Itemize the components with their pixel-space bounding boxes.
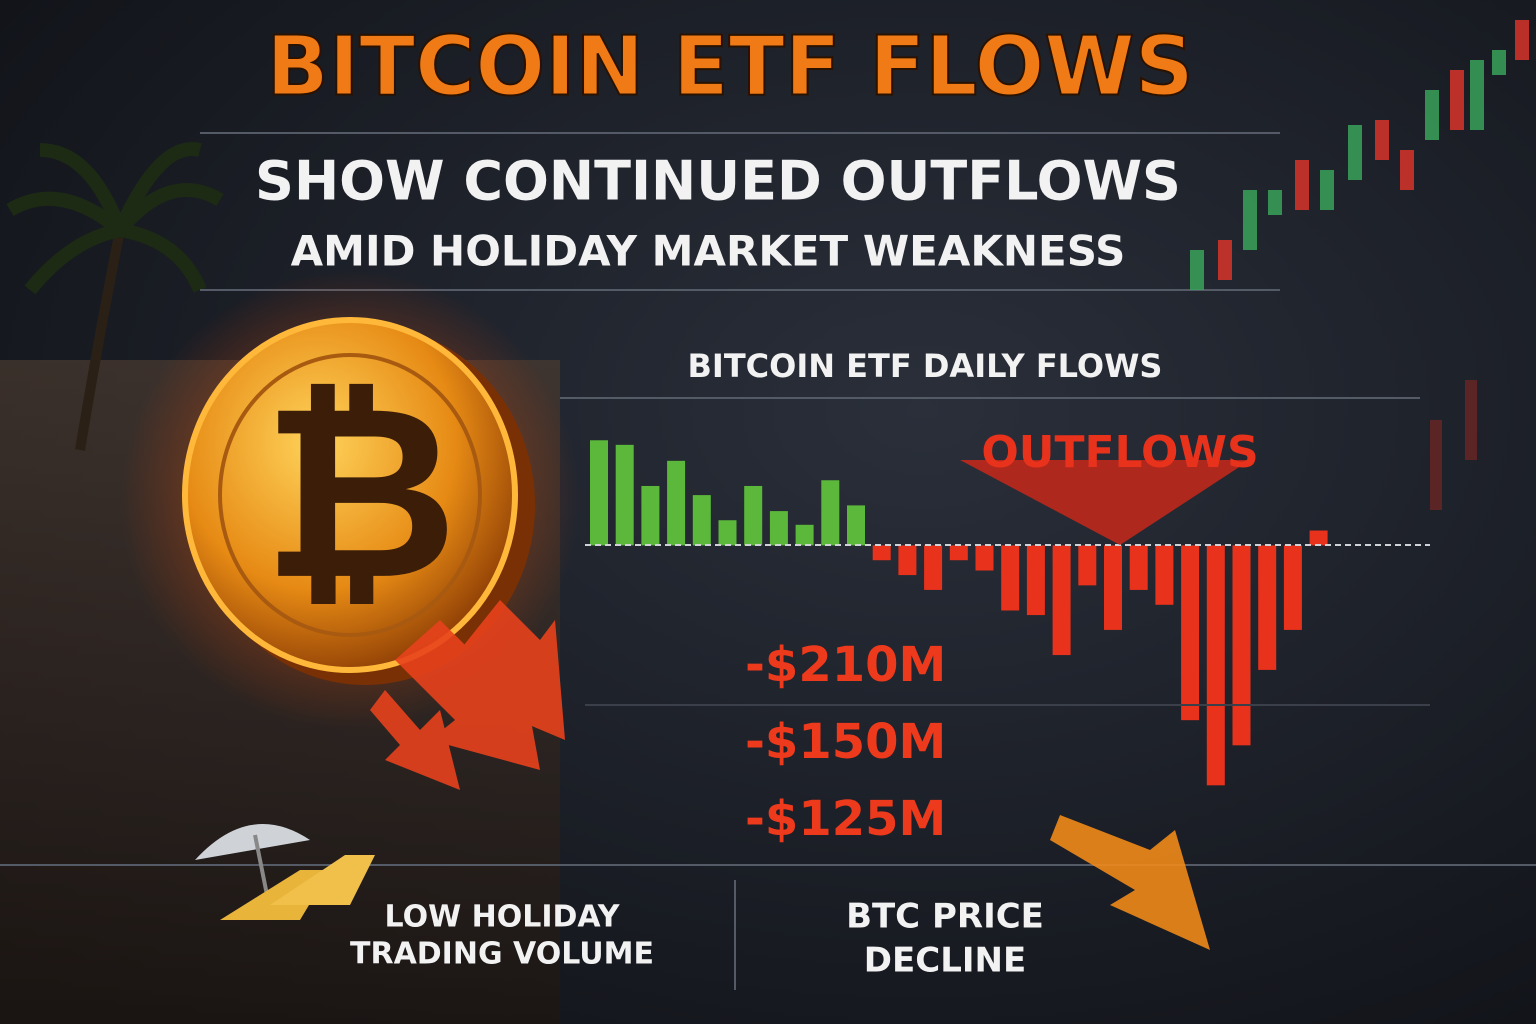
- bar: [1283, 545, 1302, 630]
- coin-ring: [218, 353, 482, 637]
- amount-label: -$150M: [745, 714, 946, 770]
- bar: [1155, 545, 1174, 605]
- amount-label: -$210M: [745, 637, 946, 693]
- bar: [1026, 545, 1045, 616]
- footer-label: TRADING VOLUME: [350, 937, 654, 972]
- bar: [1078, 545, 1097, 586]
- candlesticks: [1190, 20, 1529, 510]
- chart-title: BITCOIN ETF DAILY FLOWS: [688, 347, 1163, 385]
- bar: [1104, 545, 1122, 630]
- tagline: AMID HOLIDAY MARKET WEAKNESS: [291, 227, 1126, 276]
- bar: [1309, 530, 1328, 546]
- bar: [1181, 545, 1200, 721]
- bar: [1258, 545, 1277, 670]
- bar: [924, 545, 943, 590]
- bar: [1232, 545, 1251, 746]
- bar: [692, 495, 711, 546]
- bar: [590, 440, 608, 546]
- bar: [949, 545, 968, 561]
- bar: [795, 524, 814, 546]
- outflows-arrow: [960, 460, 1250, 545]
- subtitle: SHOW CONTINUED OUTFLOWS: [255, 150, 1181, 213]
- bar: [821, 480, 840, 546]
- bar: [847, 505, 865, 546]
- headline: BITCOIN ETF FLOWS: [266, 19, 1194, 114]
- bar: [667, 460, 686, 546]
- bar: [1052, 545, 1071, 656]
- amount-label: -$125M: [745, 791, 946, 847]
- bar: [744, 485, 763, 546]
- outflows-label: OUTFLOWS: [981, 427, 1258, 478]
- coin: [182, 317, 518, 673]
- bar: [769, 511, 788, 546]
- bar: [975, 545, 994, 571]
- bar: [718, 520, 737, 546]
- bar: [898, 545, 917, 576]
- palm-tree: [6, 142, 224, 451]
- footer-label: BTC PRICE: [846, 897, 1044, 937]
- bar: [615, 444, 634, 546]
- beach-chairs: [195, 824, 375, 920]
- bar: [872, 545, 891, 561]
- bar: [641, 485, 660, 546]
- bar: [1206, 545, 1225, 786]
- bar: [1001, 545, 1020, 611]
- footer-label: DECLINE: [864, 941, 1026, 981]
- down-arrows: [370, 600, 1210, 950]
- bar: [1129, 545, 1148, 590]
- bitcoin-symbol: ₿: [262, 353, 458, 633]
- footer-label: LOW HOLIDAY: [385, 900, 621, 935]
